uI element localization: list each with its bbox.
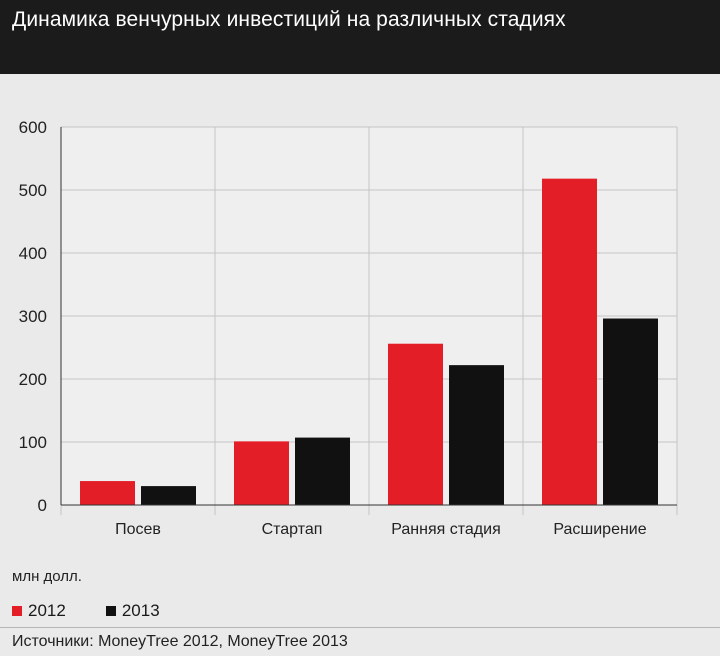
- y-tick-label: 400: [19, 244, 47, 263]
- y-tick-label: 500: [19, 181, 47, 200]
- legend-swatch-2012: [12, 606, 22, 616]
- x-tick-label: Посев: [115, 521, 161, 538]
- divider: [0, 627, 720, 628]
- bar-2013-0: [141, 486, 196, 505]
- y-tick-label: 0: [38, 496, 47, 515]
- legend-label-2013: 2013: [121, 601, 160, 620]
- x-tick-label: Ранняя стадия: [391, 521, 500, 538]
- bar-2013-3: [603, 318, 658, 505]
- bar-2012-0: [80, 481, 135, 505]
- y-tick-label: 300: [19, 307, 47, 326]
- bar-2012-2: [388, 343, 443, 505]
- legend-item-2013: 2013: [105, 601, 160, 621]
- y-tick-label: 100: [19, 433, 47, 452]
- chart-header: Динамика венчурных инвестиций на различн…: [0, 0, 720, 74]
- legend-item-2012: 2012: [12, 601, 66, 621]
- y-tick-label: 600: [19, 118, 47, 137]
- x-tick-label: Стартап: [262, 521, 323, 538]
- bar-2013-1: [295, 437, 350, 505]
- chart-title: Динамика венчурных инвестиций на различн…: [12, 8, 566, 31]
- legend-label-2012: 2012: [28, 601, 66, 620]
- bar-2013-2: [449, 365, 504, 505]
- y-tick-label: 200: [19, 370, 47, 389]
- bar-chart: 0 100 200 300 400 500 600 Посев Стартап Ранняя ст…: [19, 118, 678, 538]
- legend-swatch-2013: [105, 606, 116, 616]
- legend: 2012 2013: [12, 600, 200, 622]
- source-note: Источники: MoneyTree 2012, MoneyTree 201…: [12, 633, 348, 650]
- bar-2012-1: [234, 441, 289, 505]
- bar-2012-3: [542, 178, 597, 505]
- unit-label: млн долл.: [12, 568, 82, 585]
- x-tick-label: Расширение: [553, 521, 646, 538]
